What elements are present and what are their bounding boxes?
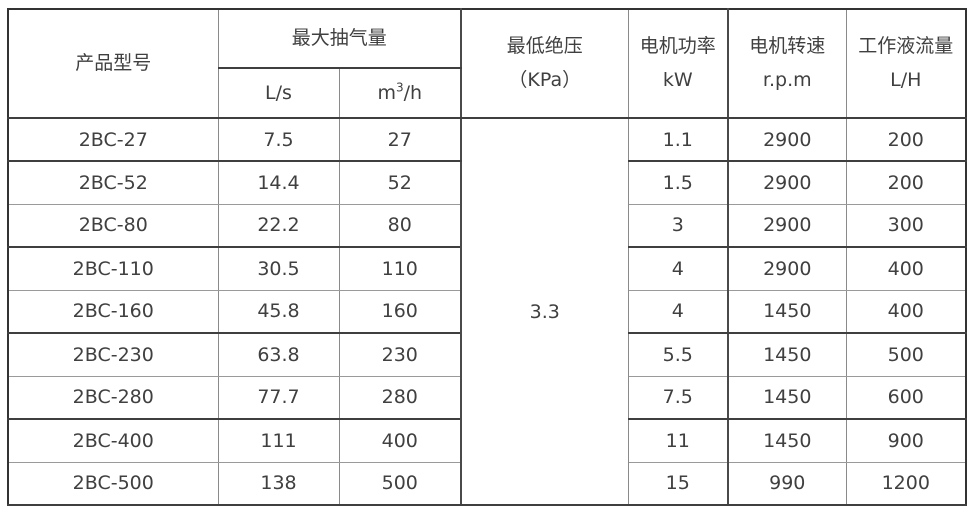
header-liquid-flow-unit: L/H bbox=[890, 68, 922, 91]
cell-ls: 77.7 bbox=[217, 375, 340, 420]
cell-m3h: 280 bbox=[338, 375, 462, 420]
table-row: 2BC-280 77.7 280 7.5 1450 600 bbox=[7, 375, 967, 420]
cell-ls: 7.5 bbox=[217, 117, 340, 162]
header-row-1: 产品型号 最大抽气量 最低绝压 （KPa） 电机功率 kW 电机转速 r.p.m… bbox=[7, 8, 967, 119]
cell-kw: 11 bbox=[627, 418, 729, 463]
header-motor-speed-title: 电机转速 bbox=[749, 35, 826, 58]
cell-ls: 14.4 bbox=[217, 160, 340, 205]
cell-lh: 1200 bbox=[845, 461, 967, 506]
cell-m3h: 110 bbox=[338, 246, 462, 291]
cell-m3h: 80 bbox=[338, 203, 462, 248]
header-min-pressure-unit: （KPa） bbox=[508, 68, 582, 91]
table-row: 2BC-160 45.8 160 4 1450 400 bbox=[7, 289, 967, 334]
header-motor-power: 电机功率 kW bbox=[627, 8, 729, 119]
header-liquid-flow: 工作液流量 L/H bbox=[845, 8, 967, 119]
header-motor-speed-unit: r.p.m bbox=[762, 68, 812, 91]
cell-min-pressure-merged: 3.3 bbox=[460, 117, 629, 506]
cell-model: 2BC-160 bbox=[7, 289, 219, 334]
pump-spec-table: 产品型号 最大抽气量 最低绝压 （KPa） 电机功率 kW 电机转速 r.p.m… bbox=[7, 8, 968, 506]
cell-model: 2BC-230 bbox=[7, 332, 219, 377]
m3h-base: m bbox=[377, 81, 396, 104]
cell-model: 2BC-400 bbox=[7, 418, 219, 463]
m3h-superscript: 3 bbox=[395, 80, 404, 95]
cell-rpm: 2900 bbox=[727, 160, 847, 205]
table-row: 2BC-110 30.5 110 4 2900 400 bbox=[7, 246, 967, 291]
cell-rpm: 990 bbox=[727, 461, 847, 506]
cell-lh: 300 bbox=[845, 203, 967, 248]
cell-rpm: 2900 bbox=[727, 246, 847, 291]
cell-model: 2BC-500 bbox=[7, 461, 219, 506]
cell-kw: 4 bbox=[627, 289, 729, 334]
cell-ls: 30.5 bbox=[217, 246, 340, 291]
cell-model: 2BC-52 bbox=[7, 160, 219, 205]
header-min-pressure: 最低绝压 （KPa） bbox=[460, 8, 629, 119]
header-motor-speed: 电机转速 r.p.m bbox=[727, 8, 847, 119]
header-unit-ls: L/s bbox=[217, 67, 340, 119]
cell-ls: 111 bbox=[217, 418, 340, 463]
table-row: 2BC-80 22.2 80 3 2900 300 bbox=[7, 203, 967, 248]
cell-m3h: 400 bbox=[338, 418, 462, 463]
cell-model: 2BC-110 bbox=[7, 246, 219, 291]
cell-rpm: 1450 bbox=[727, 375, 847, 420]
cell-kw: 1.5 bbox=[627, 160, 729, 205]
cell-kw: 5.5 bbox=[627, 332, 729, 377]
cell-ls: 138 bbox=[217, 461, 340, 506]
cell-kw: 1.1 bbox=[627, 117, 729, 162]
table-row: 2BC-27 7.5 27 3.3 1.1 2900 200 bbox=[7, 117, 967, 506]
table-row: 2BC-400 111 400 11 1450 900 bbox=[7, 418, 967, 463]
cell-m3h: 230 bbox=[338, 332, 462, 377]
cell-kw: 4 bbox=[627, 246, 729, 291]
header-min-pressure-title: 最低绝压 bbox=[506, 35, 583, 58]
cell-model: 2BC-27 bbox=[7, 117, 219, 162]
table-row: 2BC-230 63.8 230 5.5 1450 500 bbox=[7, 332, 967, 377]
header-product-model: 产品型号 bbox=[7, 8, 219, 119]
cell-m3h: 27 bbox=[338, 117, 462, 162]
cell-lh: 200 bbox=[845, 160, 967, 205]
cell-ls: 22.2 bbox=[217, 203, 340, 248]
cell-rpm: 1450 bbox=[727, 418, 847, 463]
cell-rpm: 2900 bbox=[727, 203, 847, 248]
cell-rpm: 1450 bbox=[727, 289, 847, 334]
cell-kw: 7.5 bbox=[627, 375, 729, 420]
cell-kw: 3 bbox=[627, 203, 729, 248]
header-liquid-flow-title: 工作液流量 bbox=[858, 35, 954, 58]
header-motor-power-title: 电机功率 bbox=[639, 35, 716, 58]
cell-lh: 500 bbox=[845, 332, 967, 377]
cell-ls: 63.8 bbox=[217, 332, 340, 377]
cell-kw: 15 bbox=[627, 461, 729, 506]
cell-m3h: 52 bbox=[338, 160, 462, 205]
cell-rpm: 2900 bbox=[727, 117, 847, 162]
header-row-2: L/s m3/h bbox=[8, 67, 966, 119]
header-motor-power-unit: kW bbox=[662, 68, 693, 91]
cell-lh: 200 bbox=[845, 117, 967, 162]
cell-rpm: 1450 bbox=[727, 332, 847, 377]
cell-lh: 400 bbox=[845, 289, 967, 334]
header-unit-m3h: m3/h bbox=[338, 67, 462, 119]
cell-model: 2BC-280 bbox=[7, 375, 219, 420]
cell-ls: 45.8 bbox=[217, 289, 340, 334]
m3h-suffix: /h bbox=[403, 81, 423, 104]
table-row: 2BC-500 138 500 15 990 1200 bbox=[7, 461, 967, 506]
cell-m3h: 160 bbox=[338, 289, 462, 334]
cell-lh: 400 bbox=[845, 246, 967, 291]
cell-model: 2BC-80 bbox=[7, 203, 219, 248]
cell-lh: 900 bbox=[845, 418, 967, 463]
cell-lh: 600 bbox=[845, 375, 967, 420]
cell-m3h: 500 bbox=[338, 461, 462, 506]
spec-table-container: 产品型号 最大抽气量 最低绝压 （KPa） 电机功率 kW 电机转速 r.p.m… bbox=[7, 8, 968, 506]
header-max-pumping: 最大抽气量 bbox=[217, 8, 462, 69]
